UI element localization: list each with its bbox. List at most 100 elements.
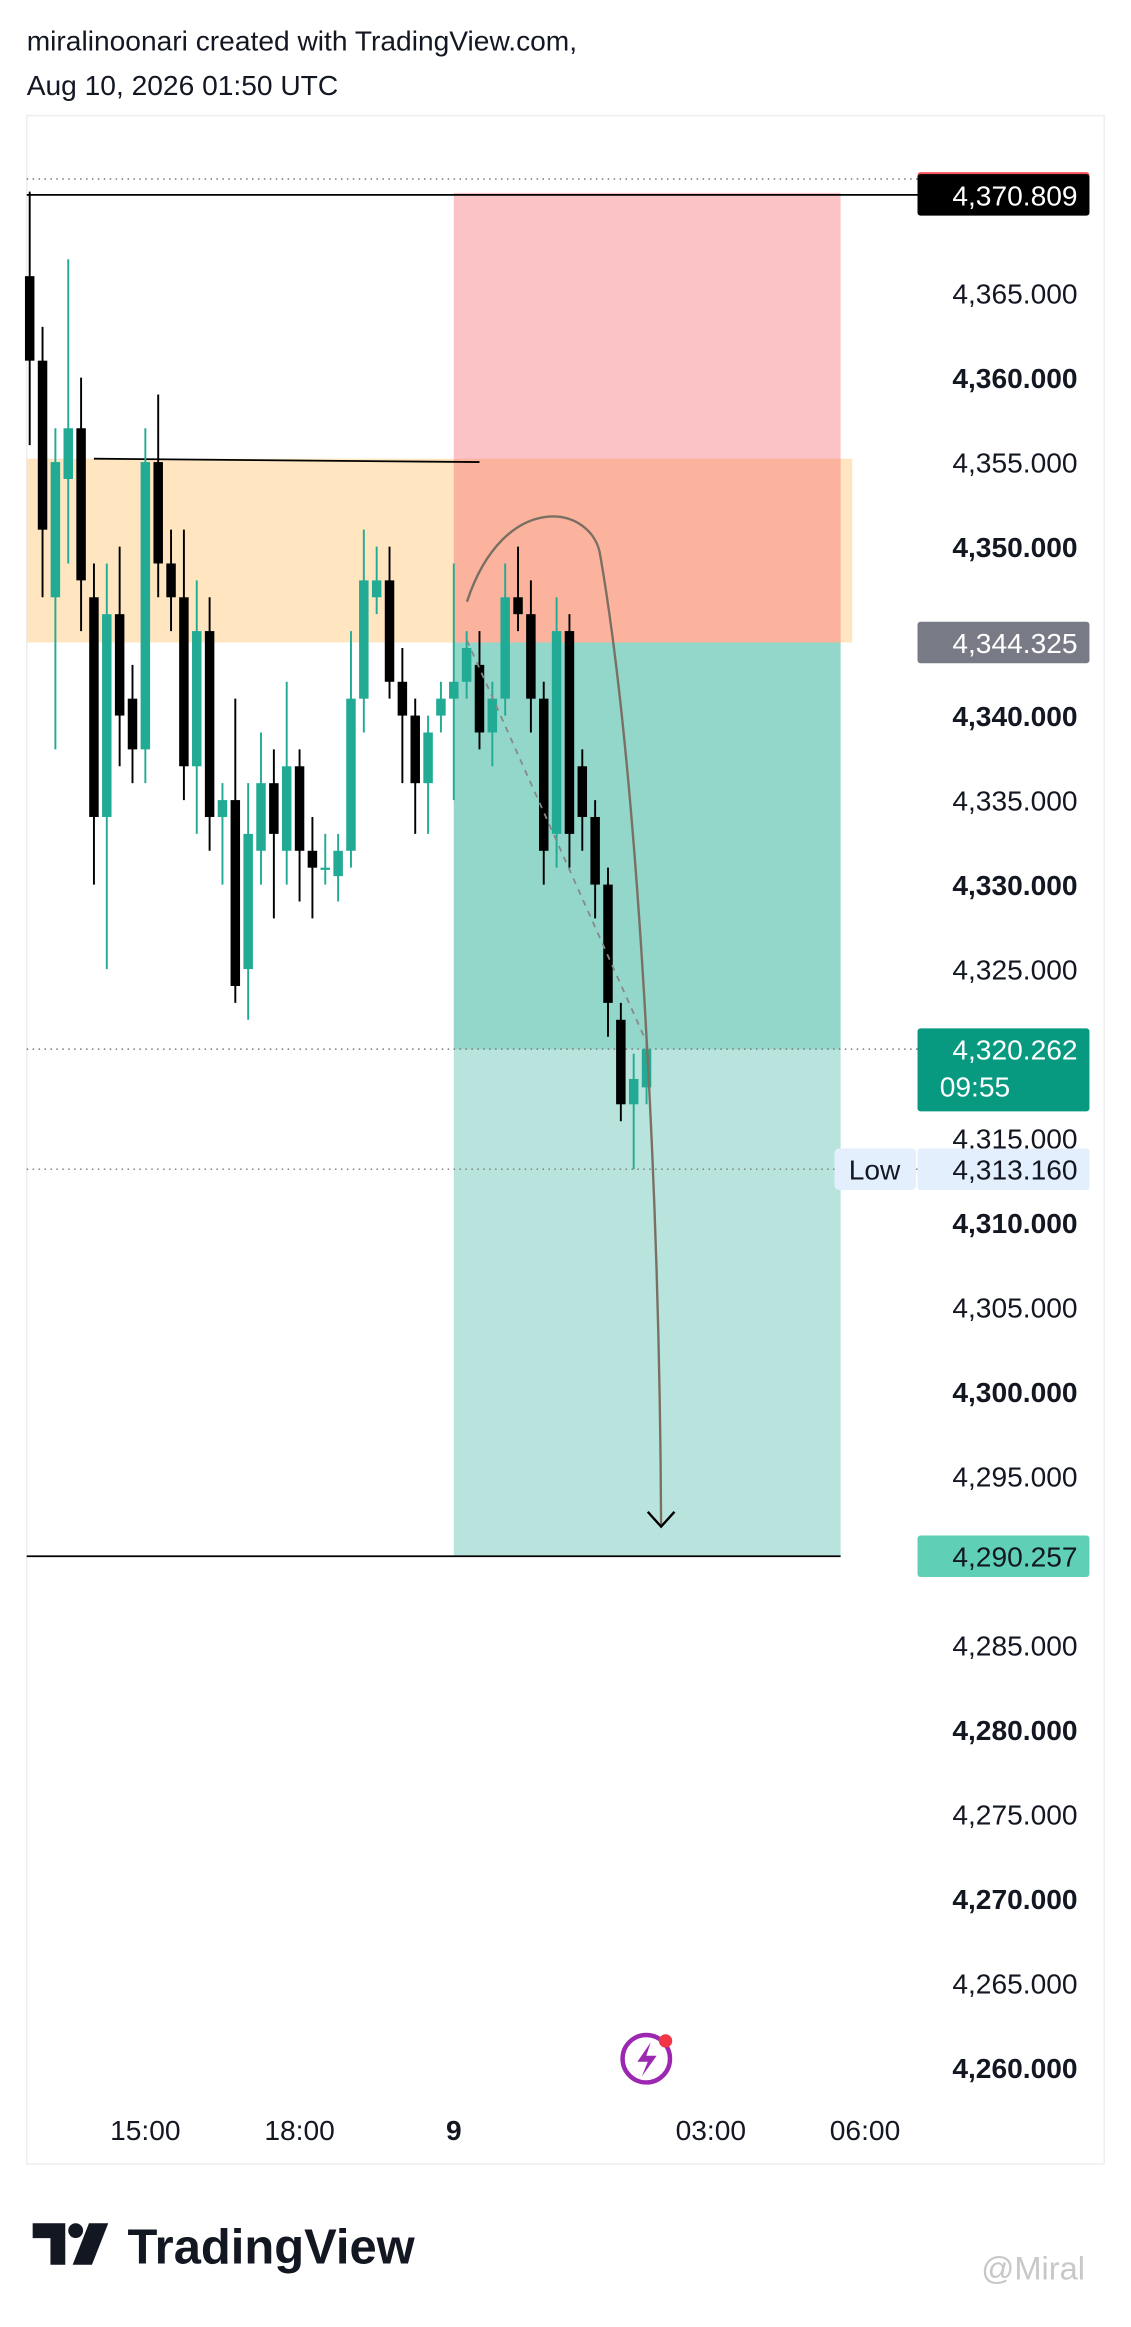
y-tick-label: 4,260.000 — [952, 2053, 1077, 2084]
low-label-bg — [917, 1148, 1090, 1190]
candle-body — [410, 715, 420, 784]
entry-label-bg — [917, 621, 1090, 664]
y-tick-label: 4,325.000 — [952, 954, 1077, 985]
x-tick-label: 18:00 — [264, 2115, 334, 2146]
candles-layer — [24, 191, 652, 1170]
candle-body — [603, 884, 613, 1003]
candle-body — [179, 597, 189, 767]
candle-body — [423, 732, 433, 784]
candle-body — [397, 681, 408, 716]
candle-body — [204, 631, 215, 817]
logo-text: TradingView — [128, 2220, 416, 2274]
y-tick-label: 4,365.000 — [952, 278, 1077, 309]
candle-body — [371, 580, 382, 598]
candle-body — [63, 428, 73, 479]
candle-body — [526, 614, 536, 699]
candle-body — [346, 698, 356, 851]
candle-body — [294, 766, 305, 851]
candle-body — [384, 580, 395, 682]
candle-body — [256, 783, 266, 851]
candle-body — [500, 597, 510, 699]
stop-area — [453, 192, 841, 643]
y-tick-label: 4,275.000 — [952, 1799, 1077, 1830]
x-tick-label: 9 — [446, 2115, 462, 2146]
level-label-bg — [917, 174, 1090, 216]
candle-body — [127, 698, 138, 750]
candle-body — [333, 850, 343, 877]
y-tick-label: 4,280.000 — [952, 1715, 1077, 1746]
candle-body — [307, 850, 318, 868]
y-tick-label: 4,350.000 — [952, 532, 1077, 563]
y-tick-label: 4,335.000 — [952, 785, 1077, 816]
candle-body — [50, 462, 61, 598]
lightning-bolt — [637, 2042, 657, 2077]
candle-body — [281, 766, 292, 851]
y-tick-label: 4,285.000 — [952, 1630, 1077, 1661]
candle-body — [76, 428, 86, 581]
y-tick-label: 4,305.000 — [952, 1292, 1077, 1323]
target-label: 4,290.257 — [952, 1542, 1077, 1573]
candle-body — [487, 698, 498, 733]
background-layer — [26, 178, 919, 1558]
last-price-bg — [917, 1028, 1090, 1112]
header-line: Aug 10, 2026 01:50 UTC — [27, 70, 339, 101]
supply-zone — [26, 458, 853, 643]
candle-body — [192, 631, 202, 767]
candle-body — [140, 462, 151, 750]
candle-body — [513, 597, 523, 615]
x-tick-label: 06:00 — [830, 2115, 900, 2146]
y-tick-label: 4,295.000 — [952, 1461, 1077, 1492]
x-tick-label: 15:00 — [110, 2115, 180, 2146]
low-label: 4,313.160 — [952, 1155, 1077, 1186]
candle-body — [243, 833, 253, 970]
candle-body — [641, 1049, 652, 1088]
candle-body — [89, 597, 99, 817]
y-tick-label: 4,300.000 — [952, 1377, 1077, 1408]
x-tick-label: 03:00 — [676, 2115, 746, 2146]
candle-body — [461, 647, 472, 682]
watermark: @Miral — [981, 2250, 1085, 2287]
candle-body — [102, 614, 112, 817]
curved-arrow — [465, 515, 663, 1527]
candle-body — [217, 800, 228, 817]
labels-layer: 4,365.000 4,360.000 4,355.000 4,350.000 4,34… — [110, 172, 1090, 2146]
candle-body — [320, 867, 331, 870]
target-area-progress — [453, 642, 841, 1050]
header-line: miralinoonari created with TradingView.c… — [27, 25, 577, 56]
candle-body — [449, 681, 459, 699]
candle-body — [37, 360, 48, 530]
candle-body — [538, 698, 549, 851]
low-name-bg — [834, 1148, 917, 1190]
chart-frame — [25, 114, 1106, 2165]
candle-body — [359, 580, 369, 699]
lightning-icon[interactable] — [620, 2032, 673, 2085]
candle-body — [616, 1019, 626, 1105]
last-price-label: 4,320.262 — [952, 1035, 1077, 1066]
candle-body — [24, 276, 35, 361]
entry-label: 4,344.325 — [952, 628, 1077, 659]
candle-body — [590, 816, 600, 885]
candle-body — [153, 462, 163, 564]
candle-body — [230, 800, 241, 986]
y-tick-label: 4,340.000 — [952, 701, 1077, 732]
candle-body — [551, 631, 562, 834]
projection — [466, 639, 649, 1046]
logo — [32, 2223, 109, 2265]
candle-body — [436, 698, 446, 716]
arrow-head — [646, 1511, 676, 1529]
y-tick-label: 4,265.000 — [952, 1969, 1077, 2000]
candle-body — [166, 563, 176, 598]
y-tick-label: 4,330.000 — [952, 870, 1077, 901]
candle-body — [114, 614, 125, 716]
candle-body — [474, 664, 485, 733]
low-name: Low — [849, 1155, 901, 1186]
candle-body — [564, 631, 575, 834]
countdown: 09:55 — [940, 1072, 1010, 1103]
notification-dot — [658, 2034, 673, 2048]
target-label-bg — [917, 1535, 1090, 1578]
y-tick-label: 4,355.000 — [952, 447, 1077, 478]
level-label: 4,370.809 — [952, 180, 1077, 211]
candle-body — [269, 783, 279, 834]
